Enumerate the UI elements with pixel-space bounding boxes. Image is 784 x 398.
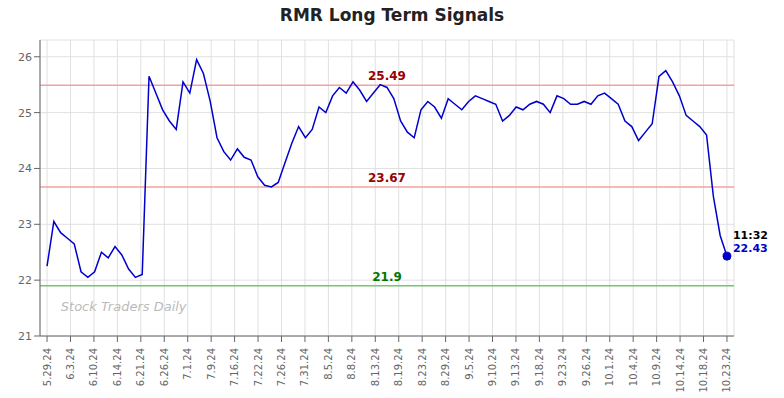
svg-text:7.16.24: 7.16.24: [229, 348, 240, 386]
svg-text:6.26.24: 6.26.24: [159, 348, 170, 386]
svg-text:22.43: 22.43: [733, 242, 768, 255]
svg-text:8.19.24: 8.19.24: [393, 348, 404, 386]
svg-text:9.23.24: 9.23.24: [557, 348, 568, 386]
svg-text:9.26.24: 9.26.24: [581, 348, 592, 386]
svg-text:6.3.24: 6.3.24: [65, 348, 76, 380]
html-text:Stock Traders Daily: Stock Traders Daily: [60, 299, 187, 315]
svg-text:10.4.24: 10.4.24: [628, 348, 639, 386]
svg-text:21.9: 21.9: [372, 270, 402, 284]
svg-text:25: 25: [18, 107, 32, 120]
svg-text:7.26.24: 7.26.24: [276, 348, 287, 386]
svg-text:5.29.24: 5.29.24: [42, 348, 53, 386]
svg-text:9.13.24: 9.13.24: [510, 348, 521, 386]
svg-text:7.22.24: 7.22.24: [253, 348, 264, 386]
svg-text:6.21.24: 6.21.24: [135, 348, 146, 386]
svg-text:6.14.24: 6.14.24: [112, 348, 123, 386]
svg-text:10.9.24: 10.9.24: [651, 348, 662, 386]
svg-text:11:32: 11:32: [733, 229, 768, 242]
svg-text:6.10.24: 6.10.24: [88, 348, 99, 386]
svg-text:9.5.24: 9.5.24: [464, 348, 475, 380]
svg-text:7.31.24: 7.31.24: [299, 348, 310, 386]
svg-text:7.9.24: 7.9.24: [206, 348, 217, 380]
svg-text:9.18.24: 9.18.24: [534, 348, 545, 386]
svg-text:21: 21: [18, 330, 32, 343]
svg-text:10.23.24: 10.23.24: [721, 348, 732, 393]
html-text:RMR Long Term Signals: RMR Long Term Signals: [279, 5, 505, 25]
svg-text:7.1.24: 7.1.24: [182, 348, 193, 380]
svg-text:8.13.24: 8.13.24: [370, 348, 381, 386]
svg-text:10.18.24: 10.18.24: [698, 348, 709, 393]
svg-text:24: 24: [18, 162, 32, 175]
svg-text:9.10.24: 9.10.24: [487, 348, 498, 386]
svg-text:23: 23: [18, 218, 32, 231]
svg-text:10.1.24: 10.1.24: [604, 348, 615, 386]
svg-text:8.29.24: 8.29.24: [440, 348, 451, 386]
svg-text:8.8.24: 8.8.24: [346, 348, 357, 380]
svg-text:8.23.24: 8.23.24: [417, 348, 428, 386]
svg-text:25.49: 25.49: [368, 69, 406, 83]
svg-text:26: 26: [18, 51, 32, 64]
svg-text:8.5.24: 8.5.24: [323, 348, 334, 380]
svg-text:23.67: 23.67: [368, 171, 406, 185]
svg-text:10.14.24: 10.14.24: [675, 348, 686, 393]
svg-text:22: 22: [18, 274, 32, 287]
